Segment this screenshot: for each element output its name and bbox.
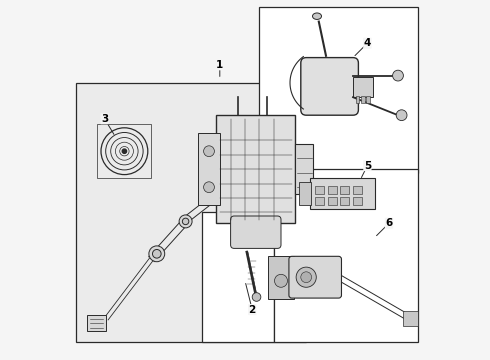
Circle shape [204, 182, 215, 193]
Circle shape [149, 246, 165, 262]
FancyBboxPatch shape [231, 216, 281, 248]
Circle shape [296, 267, 316, 287]
Bar [403, 311, 418, 326]
Ellipse shape [313, 13, 321, 19]
Bar [353, 77, 373, 97]
Bar [341, 186, 349, 194]
Bar [202, 212, 274, 342]
Bar [198, 133, 220, 205]
Circle shape [122, 149, 126, 153]
Bar [269, 256, 294, 299]
Circle shape [396, 110, 407, 121]
FancyBboxPatch shape [301, 58, 358, 115]
Circle shape [301, 272, 312, 283]
Bar [341, 197, 349, 205]
Bar [310, 178, 374, 209]
FancyBboxPatch shape [289, 256, 342, 298]
Bar [98, 124, 151, 178]
Text: 2: 2 [248, 305, 256, 315]
Bar [295, 144, 314, 194]
Bar [299, 182, 311, 205]
Bar [274, 169, 418, 342]
Text: 6: 6 [385, 218, 392, 228]
Bar [353, 197, 362, 205]
Bar [315, 186, 324, 194]
Circle shape [392, 70, 403, 81]
Text: 1: 1 [216, 60, 223, 70]
Bar [87, 315, 106, 331]
Bar [328, 186, 337, 194]
Circle shape [152, 249, 161, 258]
Circle shape [252, 293, 261, 301]
Bar [328, 197, 337, 205]
Bar [361, 96, 365, 103]
Bar [315, 197, 324, 205]
Bar [353, 186, 362, 194]
Text: 3: 3 [101, 114, 108, 124]
Circle shape [274, 274, 288, 287]
Circle shape [204, 146, 215, 157]
Bar [367, 96, 370, 103]
Bar [76, 83, 306, 342]
Bar [259, 7, 418, 173]
Circle shape [182, 218, 189, 225]
Bar [216, 115, 295, 223]
Circle shape [179, 215, 192, 228]
Bar [356, 96, 359, 103]
Text: 4: 4 [364, 38, 371, 48]
Text: 5: 5 [364, 161, 371, 171]
